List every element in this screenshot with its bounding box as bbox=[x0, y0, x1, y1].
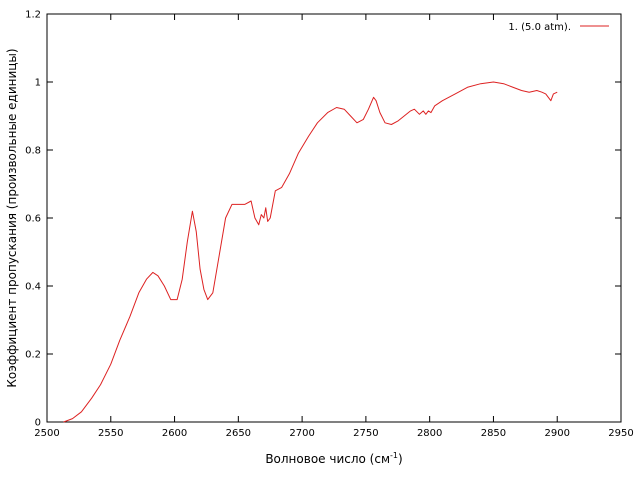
y-tick-label: 1.2 bbox=[25, 10, 41, 21]
x-tick-label: 2700 bbox=[289, 428, 314, 439]
y-tick-label: 0.4 bbox=[25, 282, 41, 293]
series-line bbox=[63, 81, 558, 423]
y-tick-label: 0.6 bbox=[25, 214, 41, 225]
plot-frame bbox=[46, 13, 622, 423]
x-tick-label: 2850 bbox=[481, 428, 506, 439]
x-tick-label: 2650 bbox=[226, 428, 251, 439]
x-tick-label: 2800 bbox=[417, 428, 442, 439]
series-layer bbox=[63, 81, 558, 423]
legend: 1. (5.0 atm). bbox=[508, 22, 609, 33]
plot-border bbox=[46, 13, 622, 423]
y-tick-label: 0 bbox=[35, 418, 41, 429]
legend-entry-label: 1. (5.0 atm). bbox=[508, 22, 571, 33]
x-tick-label: 2950 bbox=[608, 428, 633, 439]
y-tick-label: 0.8 bbox=[25, 146, 41, 157]
x-tick-label: 2900 bbox=[544, 428, 569, 439]
tick-labels: 2500 2550 2600 2650 2700 2750 2800 2850 2900 2950… bbox=[25, 10, 634, 440]
y-axis-label: Коэффициент пропускания (произвольные ед… bbox=[5, 48, 19, 387]
x-axis-label: Волновое число (см-1) bbox=[265, 451, 402, 466]
x-tick-label: 2750 bbox=[353, 428, 378, 439]
x-tick-label: 2550 bbox=[98, 428, 123, 439]
y-tick-label: 0.2 bbox=[25, 350, 41, 361]
x-tick-label: 2600 bbox=[162, 428, 187, 439]
axis-ticks bbox=[46, 13, 622, 423]
x-tick-label: 2500 bbox=[34, 428, 59, 439]
y-tick-label: 1 bbox=[35, 78, 41, 89]
